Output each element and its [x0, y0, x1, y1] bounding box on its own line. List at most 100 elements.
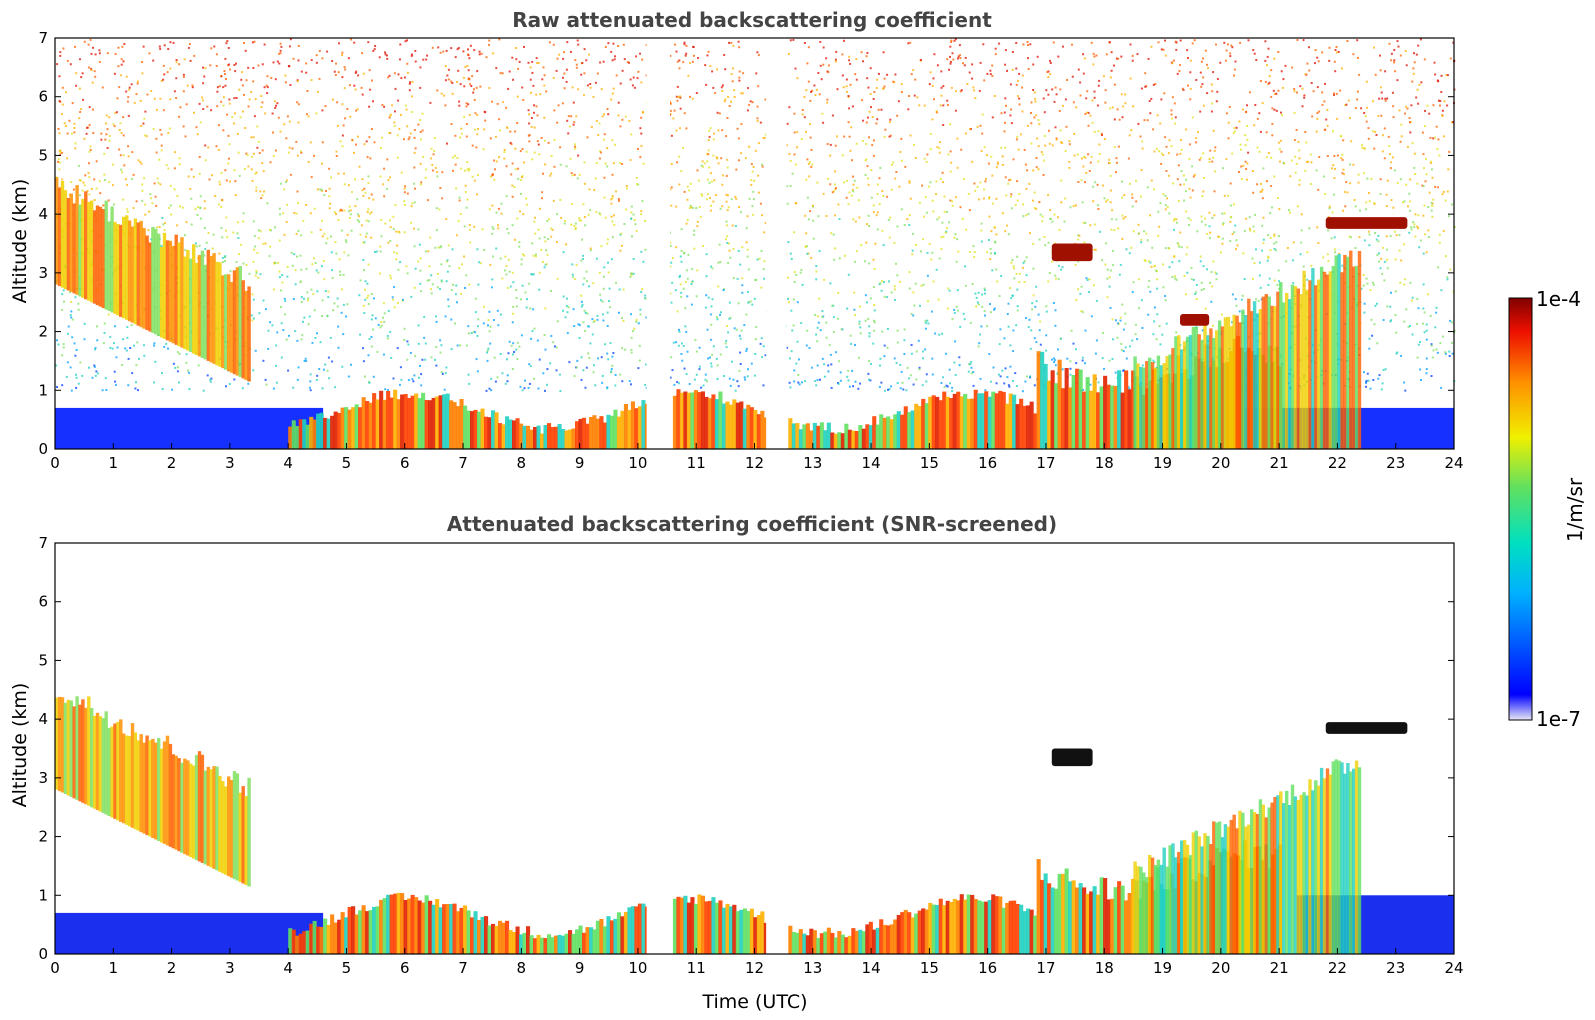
- noise-speck: [85, 132, 88, 135]
- noise-speck: [926, 252, 929, 254]
- noise-speck: [235, 97, 238, 99]
- noise-speck: [669, 231, 671, 234]
- noise-speck: [1421, 131, 1424, 134]
- noise-speck: [483, 128, 486, 131]
- noise-speck: [807, 80, 810, 83]
- noise-speck: [849, 83, 852, 86]
- noise-speck: [762, 384, 765, 387]
- noise-speck: [795, 362, 798, 365]
- noise-speck: [1202, 288, 1205, 290]
- noise-speck: [1162, 193, 1165, 196]
- noise-speck: [543, 266, 546, 269]
- noise-speck: [912, 291, 915, 294]
- noise-speck: [696, 225, 699, 228]
- noise-speck: [283, 123, 286, 126]
- noise-speck: [725, 174, 728, 177]
- noise-speck: [1297, 140, 1300, 143]
- noise-speck: [791, 329, 794, 332]
- noise-speck: [440, 263, 443, 266]
- noise-speck: [252, 317, 255, 320]
- noise-speck: [1273, 108, 1276, 111]
- noise-speck: [556, 320, 559, 323]
- noise-speck: [581, 62, 584, 64]
- noise-speck: [1024, 380, 1027, 383]
- noise-speck: [963, 64, 966, 67]
- noise-speck: [161, 388, 164, 391]
- noise-speck: [1414, 173, 1417, 175]
- noise-speck: [610, 202, 613, 205]
- noise-speck: [280, 289, 282, 292]
- noise-speck: [69, 366, 72, 369]
- noise-speck: [465, 123, 468, 126]
- noise-speck: [450, 348, 453, 351]
- noise-speck: [980, 222, 983, 225]
- noise-speck: [574, 227, 577, 230]
- noise-speck: [695, 295, 698, 298]
- noise-speck: [419, 66, 422, 69]
- noise-speck: [669, 245, 672, 247]
- noise-speck: [1112, 338, 1114, 341]
- noise-speck: [1100, 132, 1103, 135]
- noise-speck: [101, 86, 104, 89]
- noise-speck: [751, 101, 754, 104]
- noise-speck: [562, 295, 565, 298]
- noise-speck: [878, 203, 881, 206]
- noise-speck: [488, 43, 490, 46]
- noise-speck: [613, 58, 616, 61]
- noise-speck: [361, 93, 364, 96]
- noise-speck: [1227, 121, 1230, 124]
- noise-speck: [1200, 289, 1203, 291]
- noise-speck: [1035, 166, 1038, 169]
- noise-speck: [460, 127, 463, 130]
- noise-speck: [303, 297, 305, 300]
- noise-speck: [399, 58, 401, 61]
- noise-speck: [1153, 306, 1156, 309]
- noise-speck: [505, 273, 508, 276]
- noise-speck: [202, 82, 205, 85]
- noise-speck: [830, 386, 833, 389]
- noise-speck: [1012, 380, 1014, 382]
- noise-speck: [1084, 329, 1087, 332]
- noise-speck: [1377, 240, 1380, 243]
- noise-speck: [492, 255, 495, 258]
- noise-speck: [1051, 144, 1054, 147]
- noise-speck: [517, 177, 520, 180]
- noise-speck: [397, 73, 400, 76]
- noise-speck: [82, 98, 84, 101]
- noise-speck: [464, 184, 467, 187]
- noise-speck: [1392, 116, 1395, 119]
- noise-speck: [493, 356, 496, 359]
- noise-speck: [826, 98, 829, 101]
- noise-speck: [450, 123, 453, 126]
- noise-speck: [247, 382, 250, 385]
- noise-speck: [1210, 271, 1213, 273]
- noise-speck: [1296, 205, 1299, 208]
- noise-speck: [467, 373, 470, 376]
- noise-speck: [133, 344, 135, 347]
- noise-speck: [507, 232, 510, 235]
- noise-speck: [735, 168, 738, 171]
- noise-speck: [1054, 364, 1057, 367]
- noise-speck: [973, 251, 976, 254]
- noise-speck: [670, 134, 673, 137]
- noise-speck: [1363, 147, 1366, 150]
- noise-speck: [1309, 153, 1312, 156]
- noise-speck: [850, 342, 853, 345]
- noise-speck: [1108, 158, 1111, 161]
- noise-speck: [365, 232, 368, 235]
- noise-speck: [883, 281, 885, 284]
- noise-speck: [516, 341, 519, 344]
- noise-speck: [1360, 107, 1363, 110]
- noise-speck: [1087, 124, 1090, 127]
- noise-speck: [1386, 258, 1389, 261]
- noise-speck: [184, 249, 187, 252]
- noise-speck: [75, 376, 78, 379]
- noise-speck: [403, 200, 406, 203]
- noise-speck: [717, 129, 720, 132]
- noise-speck: [1130, 246, 1133, 249]
- noise-speck: [442, 50, 445, 53]
- noise-speck: [1275, 92, 1278, 95]
- noise-speck: [1423, 204, 1426, 207]
- noise-speck: [845, 85, 848, 88]
- noise-speck: [866, 223, 869, 226]
